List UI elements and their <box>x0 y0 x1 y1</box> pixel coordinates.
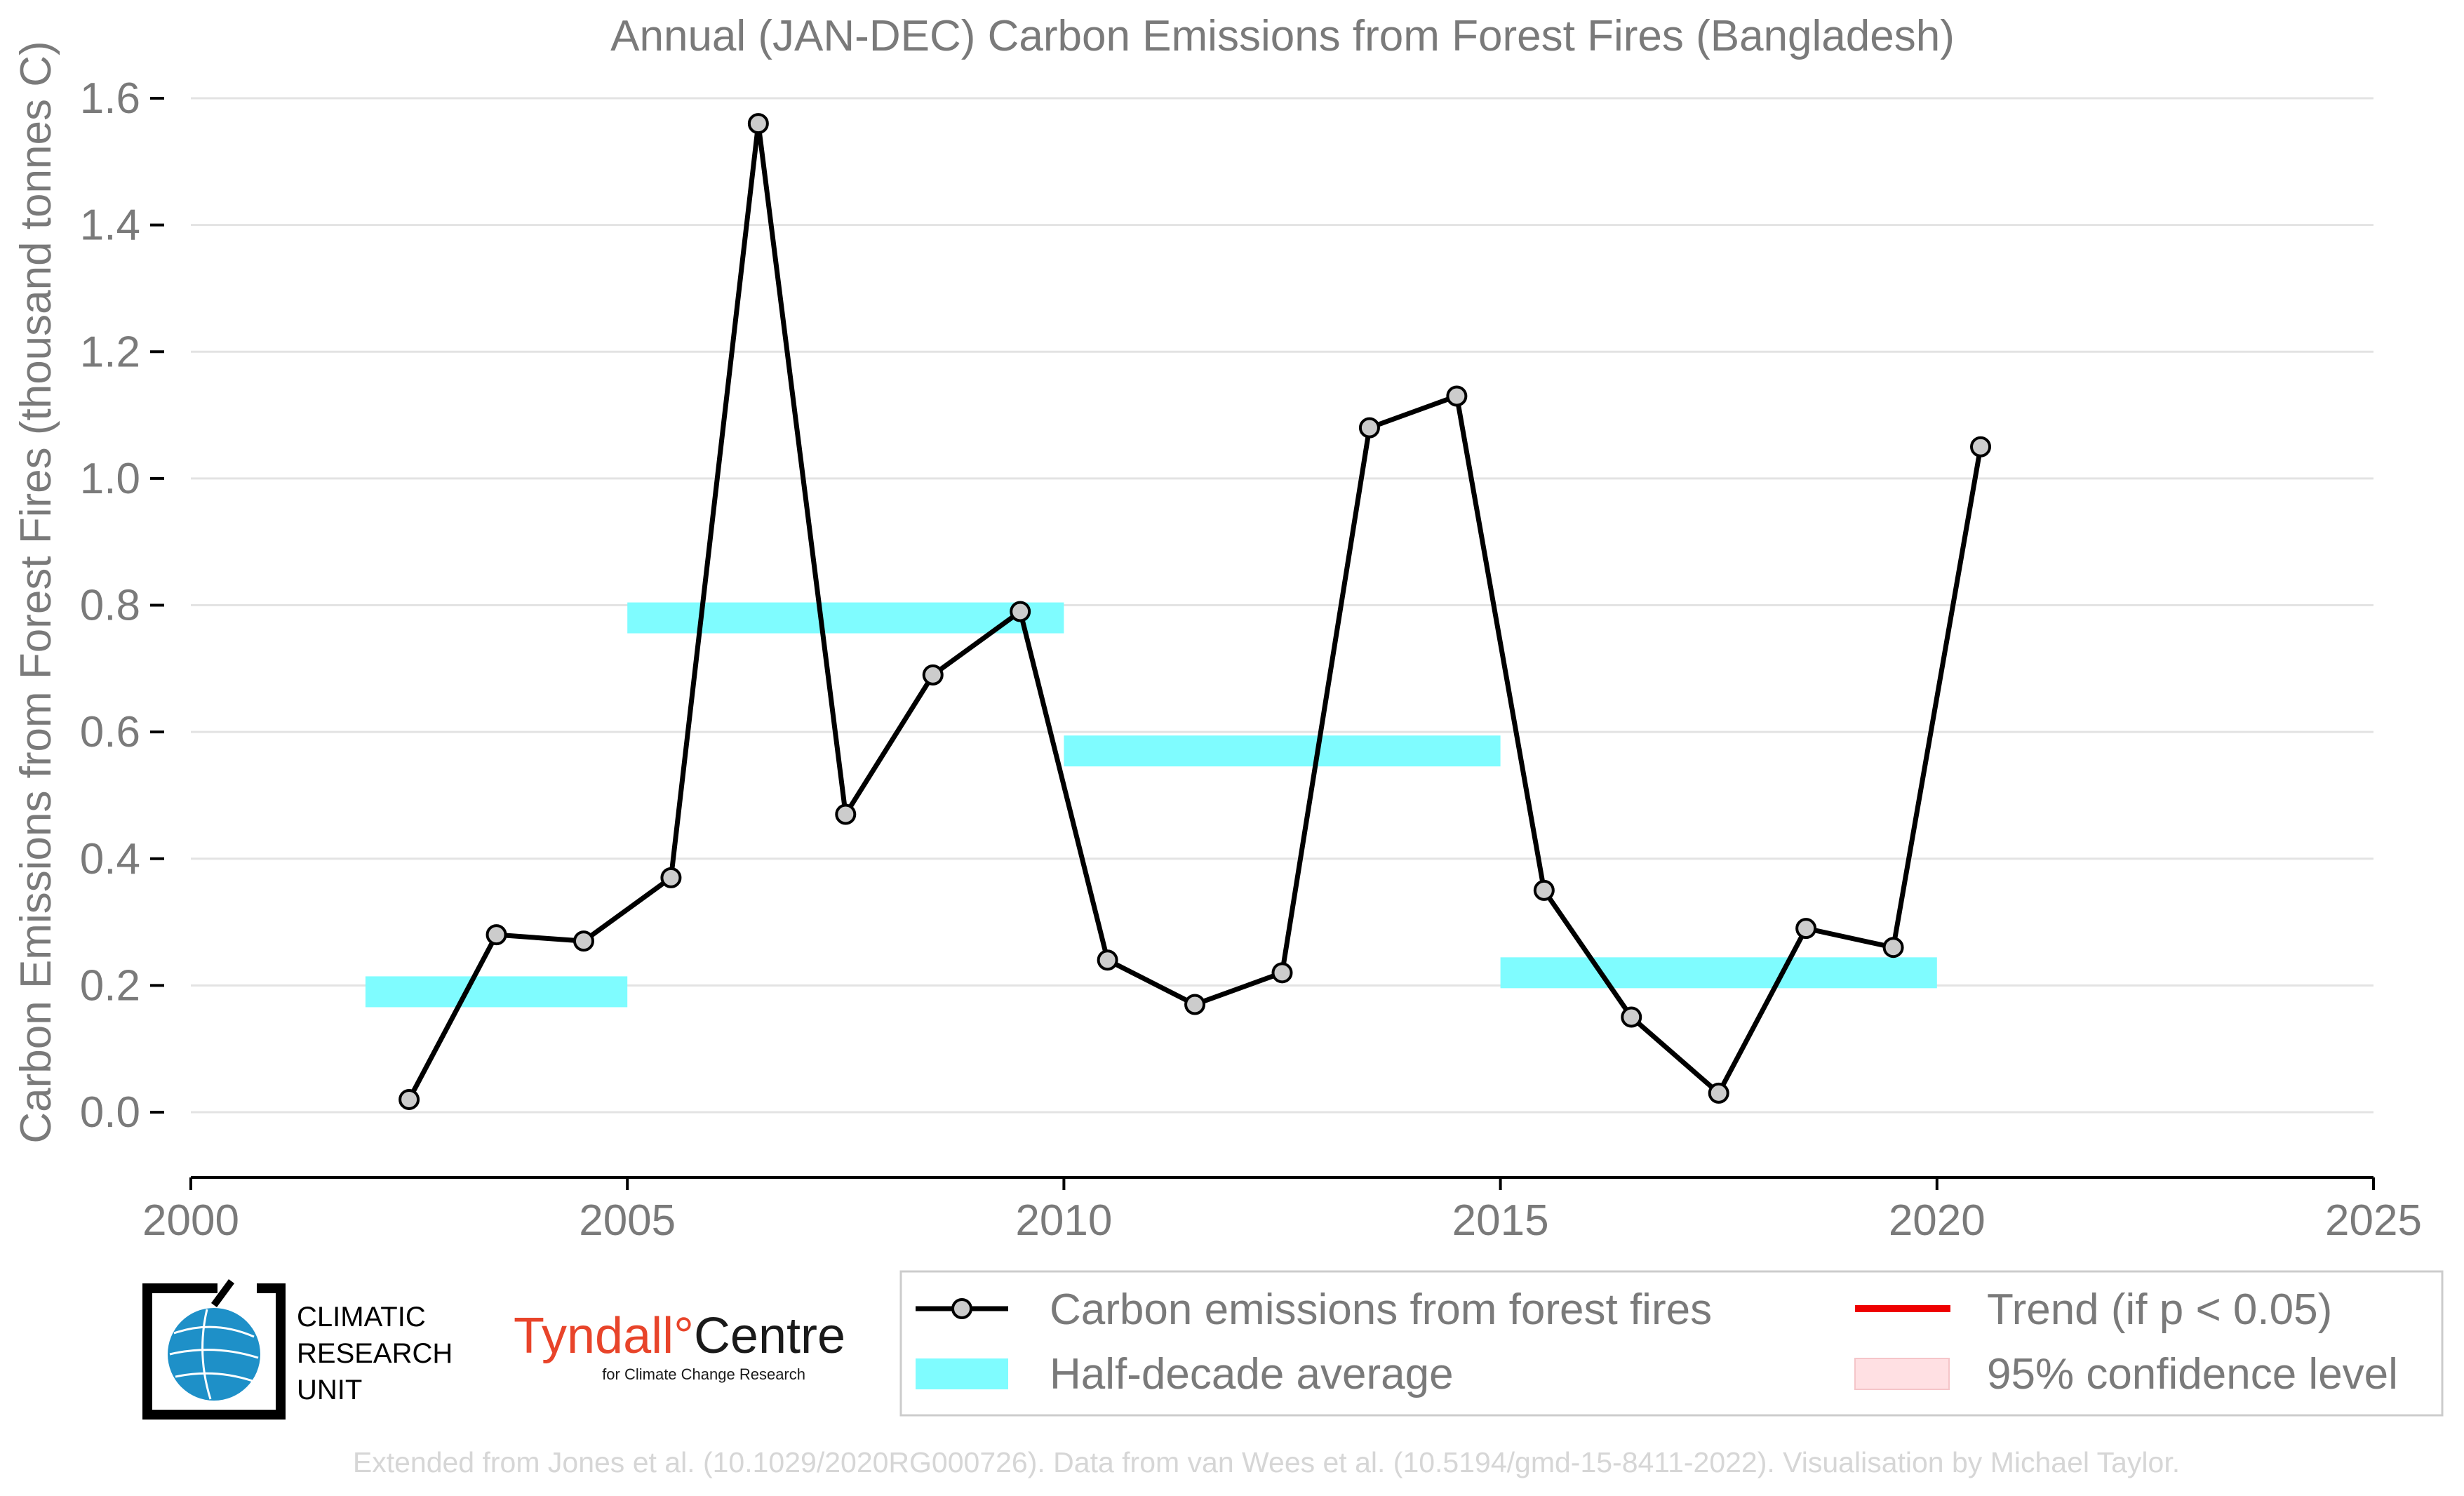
data-point <box>922 664 944 686</box>
legend-swatch-half-decade <box>916 1358 1008 1389</box>
x-tick-label: 2010 <box>1015 1196 1112 1245</box>
cru-logo-frame <box>142 1283 286 1420</box>
x-ticks: 2000 2005 2010 2015 2020 2025 <box>142 1177 2422 1245</box>
y-tick-label: 0.6 <box>80 708 140 756</box>
x-tick-label: 2025 <box>2325 1196 2422 1245</box>
y-axis-label: Carbon Emissions from Forest Fires (thou… <box>12 41 60 1143</box>
data-point <box>1970 436 1992 458</box>
cru-logo-line-3: UNIT <box>297 1375 362 1405</box>
x-tick-label: 2020 <box>1889 1196 1986 1245</box>
data-point <box>1184 994 1206 1015</box>
data-point <box>1446 385 1468 407</box>
data-point <box>399 1088 420 1110</box>
x-tick-label: 2015 <box>1452 1196 1549 1245</box>
data-point <box>1010 601 1031 622</box>
data-point <box>1708 1082 1729 1104</box>
data-points <box>399 113 1992 1110</box>
y-ticks: 0.0 0.2 0.4 0.6 0.8 1.0 1.2 1.4 1.6 <box>80 74 164 1137</box>
y-tick-label: 1.4 <box>80 201 140 250</box>
legend-label-emissions: Carbon emissions from forest fires <box>1050 1285 1712 1334</box>
tyndall-logo-subtitle: for Climate Change Research <box>602 1365 805 1383</box>
credit-line: Extended from Jones et al. (10.1029/2020… <box>353 1446 2180 1478</box>
tyndall-logo-wordmark: Tyndall°Centre <box>514 1308 845 1364</box>
data-point <box>1533 879 1555 901</box>
y-tick-label: 0.4 <box>80 835 140 883</box>
legend-label-confidence: 95% confidence level <box>1987 1350 2398 1398</box>
data-point <box>835 803 857 825</box>
data-point <box>1882 937 1904 959</box>
half-decade-bands <box>365 602 1937 1008</box>
half-decade-average-bar <box>1500 957 1937 989</box>
cru-logo-slash <box>210 1279 235 1307</box>
legend-swatch-emissions-marker <box>951 1298 972 1319</box>
data-point <box>1271 962 1293 984</box>
cru-logo: CLIMATIC RESEARCH UNIT <box>142 1279 453 1420</box>
y-tick-label: 0.2 <box>80 961 140 1010</box>
y-tick-label: 0.8 <box>80 582 140 630</box>
data-point <box>486 924 507 946</box>
y-tick-label: 1.6 <box>80 74 140 123</box>
legend-swatch-confidence <box>1854 1358 1950 1390</box>
y-tick-label: 0.0 <box>80 1088 140 1137</box>
x-tick-label: 2005 <box>579 1196 676 1245</box>
cru-logo-line-1: CLIMATIC <box>297 1302 426 1333</box>
chart-title: Annual (JAN-DEC) Carbon Emissions from F… <box>610 12 1955 60</box>
data-point <box>747 113 769 135</box>
data-point <box>660 867 682 888</box>
cru-logo-line-2: RESEARCH <box>297 1338 453 1369</box>
legend-label-trend: Trend (if p < 0.05) <box>1987 1285 2332 1334</box>
globe-icon <box>168 1308 260 1401</box>
y-tick-label: 1.0 <box>80 455 140 503</box>
legend-label-half-decade: Half-decade average <box>1050 1350 1454 1398</box>
data-point <box>573 930 594 952</box>
y-tick-label: 1.2 <box>80 328 140 376</box>
data-point <box>1358 417 1380 439</box>
data-point <box>1097 949 1118 971</box>
legend-frame <box>899 1270 2444 1417</box>
legend: Carbon emissions from forest fires Half-… <box>899 1270 2444 1417</box>
half-decade-average-bar <box>1064 735 1501 767</box>
data-point <box>1795 918 1817 940</box>
data-point <box>1621 1006 1642 1028</box>
half-decade-average-bar <box>365 976 628 1008</box>
tyndall-logo: Tyndall°Centre for Climate Change Resear… <box>514 1308 845 1383</box>
x-tick-label: 2000 <box>142 1196 239 1245</box>
